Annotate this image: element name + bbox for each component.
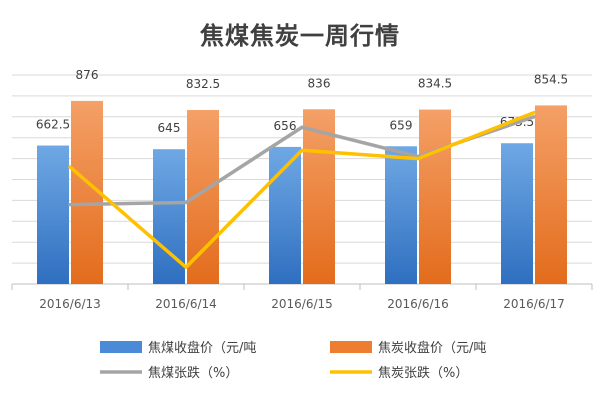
x-tick-label: 2016/6/17 [503, 297, 565, 311]
x-tick-label: 2016/6/13 [39, 297, 101, 311]
data-label-coke-1: 832.5 [186, 77, 220, 91]
bar-coke-3 [419, 109, 451, 284]
data-label-coking-coal-2: 656 [274, 119, 297, 133]
data-label-coke-3: 834.5 [418, 77, 452, 91]
bar-coking-coal-4 [501, 143, 533, 284]
data-label-coking-coal-3: 659 [390, 118, 413, 132]
chart-title: 焦煤焦炭一周行情 [200, 22, 400, 50]
x-tick-label: 2016/6/16 [387, 297, 449, 311]
x-tick-label: 2016/6/14 [155, 297, 217, 311]
legend-label-coke-price: 焦炭收盘价（元/吨 [378, 340, 486, 356]
legend-label-coking-coal-change: 焦煤张跌（%） [148, 365, 238, 381]
bar-coking-coal-0 [37, 145, 69, 284]
legend-label-coking-coal-price: 焦煤收盘价（元/吨 [148, 340, 256, 356]
legend-swatch-coke-price [330, 341, 372, 353]
data-label-coke-4: 854.5 [534, 72, 568, 86]
series-line-coking-coal-change [68, 115, 536, 207]
legend-label-coke-change: 焦炭张跌（%） [378, 365, 468, 381]
bar-coke-2 [303, 109, 335, 284]
legend-swatch-coking-coal-price [100, 341, 142, 353]
data-label-coking-coal-1: 645 [158, 121, 181, 135]
bar-coke-4 [535, 105, 567, 284]
series-line-coke-change [68, 110, 536, 270]
x-tick-label: 2016/6/15 [271, 297, 333, 311]
data-label-coke-2: 836 [308, 76, 331, 90]
data-label-coke-0: 876 [76, 68, 99, 82]
bar-coking-coal-3 [385, 146, 417, 284]
data-label-coking-coal-0: 662.5 [36, 118, 70, 132]
